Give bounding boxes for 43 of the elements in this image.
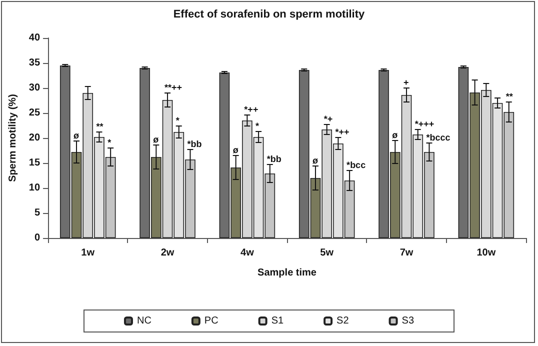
legend-label: S1: [271, 316, 284, 326]
x-tick-label: 4w: [240, 248, 254, 258]
x-tick-label: 10w: [476, 248, 496, 258]
data-label: ø: [312, 156, 318, 166]
y-tick-label: 5: [34, 208, 40, 218]
data-label: *: [256, 121, 260, 131]
data-label: **++: [164, 82, 182, 92]
y-axis-title: Sperm motility (%): [8, 94, 18, 182]
data-label: +: [404, 78, 409, 88]
legend-label: NC: [136, 316, 152, 326]
data-label: *bb: [187, 139, 202, 149]
y-tick-label: 15: [28, 158, 40, 168]
x-tick-label: 2w: [160, 248, 174, 258]
data-label: ø: [153, 134, 160, 144]
y-tick-label: 30: [28, 82, 40, 94]
y-tick-label: 40: [28, 32, 40, 44]
x-axis-title: Sample time: [258, 268, 317, 278]
data-label: *: [108, 138, 112, 148]
data-label: *bb: [266, 154, 282, 164]
legend-label: S3: [402, 316, 414, 326]
y-tick-label: 0: [34, 232, 40, 244]
data-label: ø: [392, 130, 398, 140]
legend-label: PC: [204, 316, 218, 326]
data-label: *++: [335, 127, 350, 137]
data-label: *: [176, 116, 180, 126]
chart-title: Effect of sorafenib on sperm motility: [173, 8, 366, 20]
data-label: *++: [244, 104, 258, 114]
y-tick-label: 10: [28, 182, 40, 194]
data-label: *bccc: [426, 132, 450, 142]
y-tick-label: 25: [28, 108, 40, 118]
y-tick-label: 35: [28, 58, 40, 68]
data-label: ø: [73, 130, 80, 140]
data-label: ø: [232, 145, 239, 155]
data-label: **: [96, 122, 104, 132]
x-tick-label: 7w: [400, 248, 414, 258]
data-label: *bcc: [346, 160, 366, 170]
x-tick-label: 1w: [81, 248, 95, 258]
y-tick-label: 20: [28, 132, 40, 144]
legend-label: S2: [336, 316, 350, 326]
data-label: *+++: [414, 119, 434, 129]
data-label: **: [506, 92, 514, 102]
x-tick-label: 5w: [320, 248, 334, 258]
data-label: *+: [324, 114, 333, 124]
